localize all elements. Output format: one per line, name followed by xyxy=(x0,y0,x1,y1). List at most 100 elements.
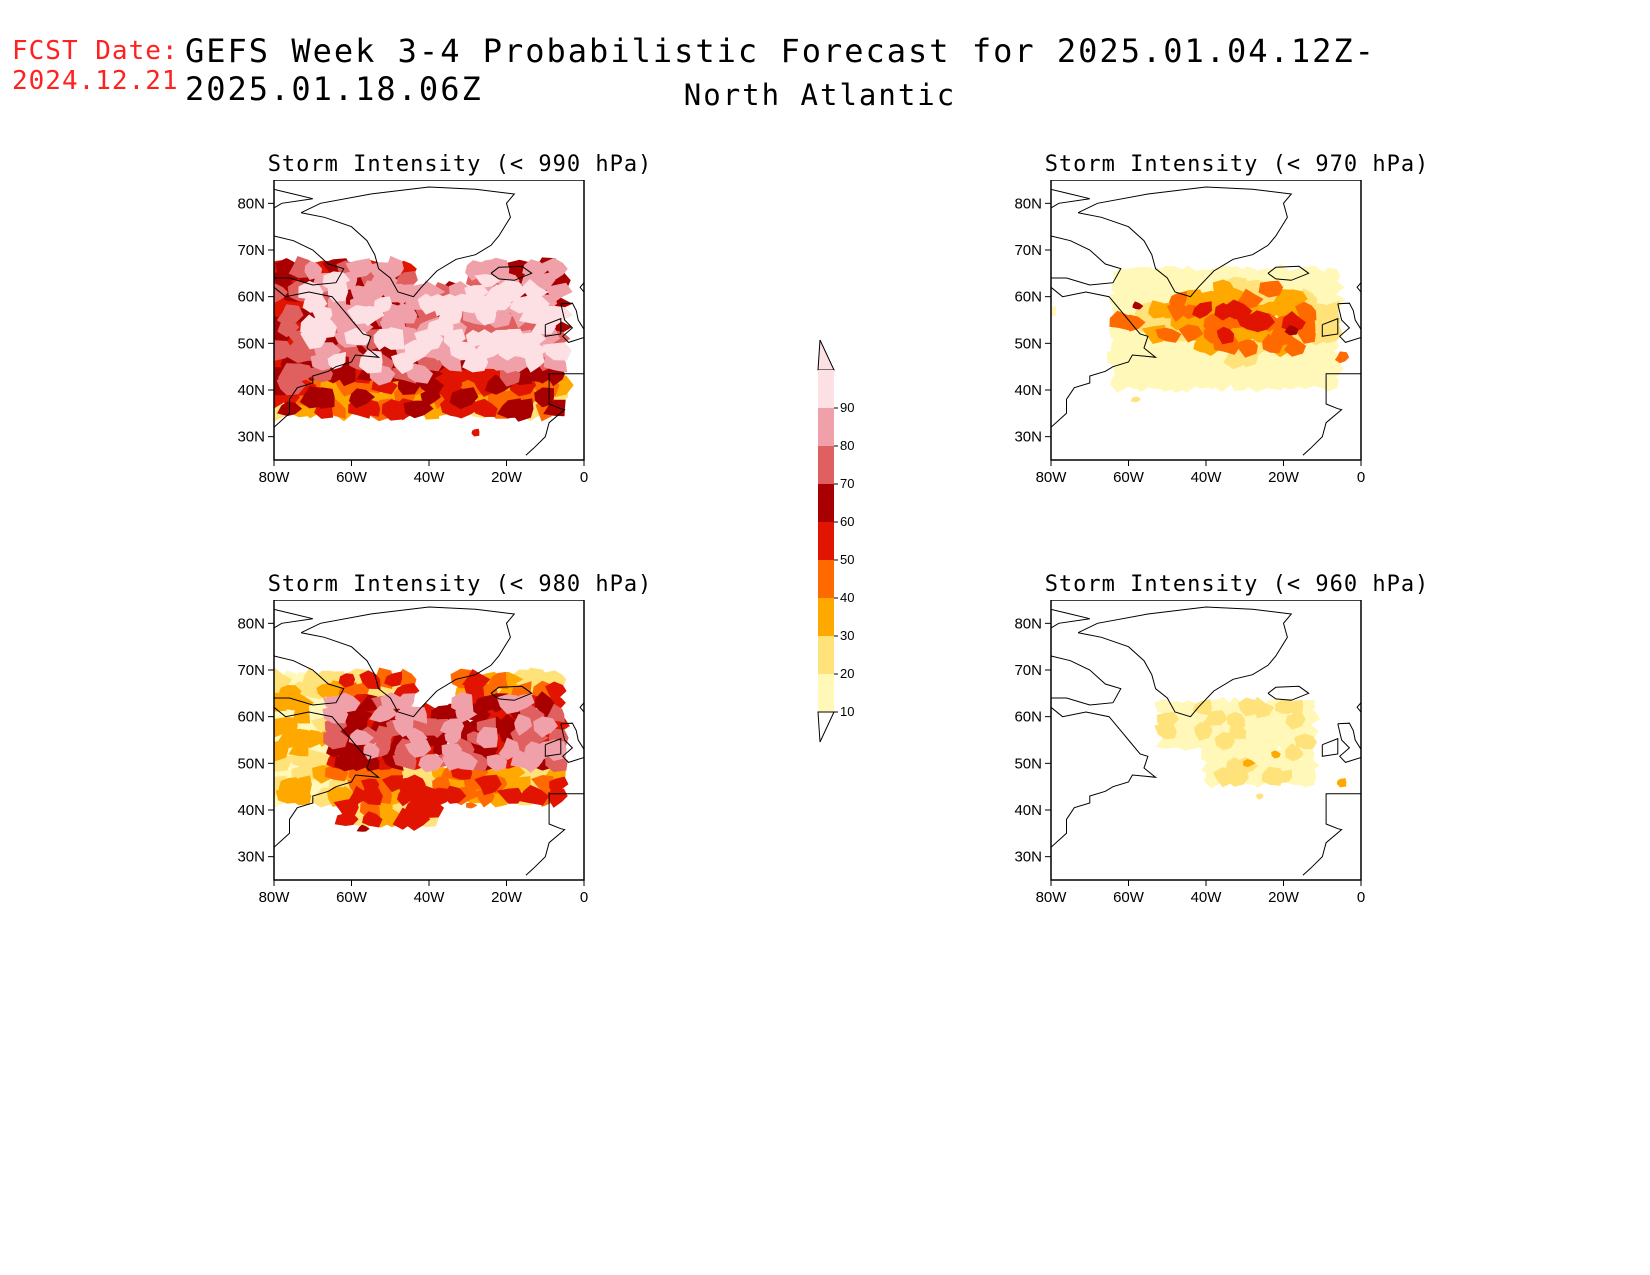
probability-patch xyxy=(1262,333,1283,354)
probability-patch xyxy=(497,765,526,782)
coastlines xyxy=(274,186,584,456)
coastlines xyxy=(1051,186,1361,456)
probability-patch xyxy=(1284,699,1304,715)
probability-patch xyxy=(334,813,359,826)
probability-patch xyxy=(464,285,489,302)
probability-patch xyxy=(356,824,370,832)
coastline xyxy=(1077,606,1293,718)
y-tick-label: 60N xyxy=(1014,709,1042,726)
probability-patch xyxy=(1281,289,1308,307)
probability-patch xyxy=(1284,743,1304,762)
probability-patch xyxy=(450,738,475,757)
panel-970hpa: Storm Intensity (< 970 hPa) 80W 60W 40W 20W… xyxy=(957,152,1517,552)
colorbar-swatch xyxy=(818,370,834,408)
coastline xyxy=(544,317,562,337)
probability-patch xyxy=(1118,314,1146,332)
coastline xyxy=(525,793,584,876)
probability-patch xyxy=(1214,732,1235,751)
probability-patch xyxy=(1281,311,1306,332)
panel-title: Storm Intensity (< 990 hPa) xyxy=(267,152,653,177)
coastline xyxy=(274,655,345,706)
probability-patch xyxy=(1216,326,1235,345)
probability-patch xyxy=(1178,324,1204,343)
probability-patch xyxy=(348,388,375,409)
colorbar-label: 50 xyxy=(840,552,854,567)
probability-patch xyxy=(535,691,555,714)
probability-patch xyxy=(392,717,414,738)
panel-title: Storm Intensity (< 980 hPa) xyxy=(267,572,653,597)
y-tick-label: 70N xyxy=(237,662,265,679)
probability-patch xyxy=(1167,301,1189,323)
probability-patch xyxy=(488,671,509,689)
coastline xyxy=(1077,186,1293,298)
probability-patch xyxy=(1284,325,1299,336)
x-tick-label: 60W xyxy=(336,889,368,906)
probability-patch xyxy=(474,274,501,288)
x-tick-label: 80W xyxy=(259,469,291,486)
probability-patch xyxy=(549,776,569,797)
probability-patch xyxy=(414,329,444,352)
probability-patch xyxy=(498,737,520,761)
coastline xyxy=(1051,235,1122,286)
x-tick-label: 20W xyxy=(491,889,523,906)
coastline xyxy=(490,265,533,281)
probability-patch xyxy=(405,706,427,724)
coastline xyxy=(1051,706,1158,848)
coastline xyxy=(525,373,584,456)
probability-patch xyxy=(1168,291,1187,307)
colorbar-swatch xyxy=(818,408,834,446)
coastline xyxy=(1267,265,1310,281)
probability-patch xyxy=(1181,304,1198,320)
probability-patch xyxy=(1319,300,1340,322)
probability-patch xyxy=(333,798,359,818)
colorbar-swatch xyxy=(818,446,834,484)
probability-patch xyxy=(1246,310,1275,333)
y-tick-label: 80N xyxy=(237,195,265,212)
probability-patch xyxy=(1299,745,1315,764)
x-tick-label: 20W xyxy=(1268,889,1300,906)
y-tick-label: 70N xyxy=(1014,662,1042,679)
probability-patch xyxy=(462,669,491,690)
probability-patch xyxy=(1258,280,1284,298)
colorbar-swatch xyxy=(818,598,834,636)
panel-960hpa: Storm Intensity (< 960 hPa) 80W 60W 40W 20W… xyxy=(957,572,1517,972)
coastline xyxy=(1302,793,1361,876)
x-tick-label: 20W xyxy=(1268,469,1300,486)
coastline xyxy=(1267,685,1310,701)
probability-patch xyxy=(542,342,572,361)
y-tick-label: 40N xyxy=(1014,382,1042,399)
probability-patch xyxy=(338,673,356,688)
y-tick-label: 70N xyxy=(1014,242,1042,259)
colorbar-label: 80 xyxy=(840,438,854,453)
coastline xyxy=(560,302,584,343)
coastline xyxy=(1321,737,1339,757)
probability-patch xyxy=(323,730,349,750)
coastline xyxy=(1051,188,1090,209)
probability-patch xyxy=(522,753,543,773)
map-960hpa: 80W 60W 40W 20W 0 80N 70N 60N 50N 40N 30N xyxy=(1014,600,1365,906)
probability-patch xyxy=(543,305,574,328)
colorbar-label: 70 xyxy=(840,476,854,491)
colorbar-label: 20 xyxy=(840,666,854,681)
probability-patch xyxy=(521,729,549,744)
colorbar-top-arrow xyxy=(817,339,835,371)
coastline xyxy=(300,186,516,298)
colorbar-swatch xyxy=(818,674,834,712)
probability-patch xyxy=(449,387,479,410)
probability-patch xyxy=(1320,375,1340,392)
y-tick-label: 50N xyxy=(1014,335,1042,352)
probability-patch xyxy=(514,713,533,736)
probability-patch xyxy=(404,739,432,758)
probability-patch xyxy=(384,671,402,687)
coastline xyxy=(1051,608,1090,629)
panel-990hpa: Storm Intensity (< 990 hPa) 80W 60W 40W 20W… xyxy=(180,152,740,552)
probability-patch xyxy=(441,743,463,762)
probability-patch xyxy=(1263,734,1280,754)
coastline xyxy=(274,286,381,428)
probability-patch xyxy=(1272,263,1293,287)
probability-patch xyxy=(520,785,550,806)
probability-patch xyxy=(1251,696,1275,719)
x-tick-label: 80W xyxy=(259,889,291,906)
probability-patch xyxy=(1238,697,1257,717)
probability-patch xyxy=(274,667,293,690)
